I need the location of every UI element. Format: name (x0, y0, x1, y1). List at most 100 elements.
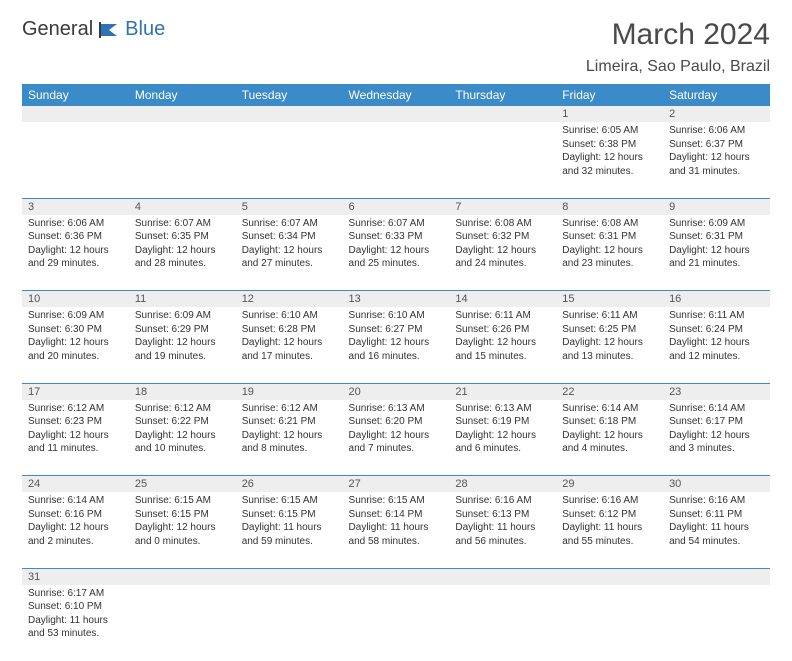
day-number: 14 (449, 291, 556, 307)
daynum-cell (236, 106, 343, 122)
daynum-cell: 18 (129, 383, 236, 400)
day-details: Sunrise: 6:10 AMSunset: 6:27 PMDaylight:… (343, 307, 450, 367)
sunset-text: Sunset: 6:26 PM (455, 323, 550, 337)
header: General Blue March 2024 Limeira, Sao Pau… (22, 18, 770, 76)
daylight-text: and 25 minutes. (349, 257, 444, 271)
day-number: 18 (129, 384, 236, 400)
day-cell: Sunrise: 6:12 AMSunset: 6:21 PMDaylight:… (236, 400, 343, 476)
day-details: Sunrise: 6:15 AMSunset: 6:14 PMDaylight:… (343, 492, 450, 552)
day-details: Sunrise: 6:09 AMSunset: 6:30 PMDaylight:… (22, 307, 129, 367)
week-row: Sunrise: 6:05 AMSunset: 6:38 PMDaylight:… (22, 122, 770, 198)
day-details: Sunrise: 6:16 AMSunset: 6:13 PMDaylight:… (449, 492, 556, 552)
logo-text-1: General (22, 18, 93, 41)
daylight-text: and 13 minutes. (562, 350, 657, 364)
day-details: Sunrise: 6:09 AMSunset: 6:31 PMDaylight:… (663, 215, 770, 275)
sunrise-text: Sunrise: 6:06 AM (28, 217, 123, 231)
daylight-text: and 10 minutes. (135, 442, 230, 456)
day-cell: Sunrise: 6:13 AMSunset: 6:20 PMDaylight:… (343, 400, 450, 476)
day-number: 25 (129, 476, 236, 492)
daylight-text: Daylight: 12 hours (669, 336, 764, 350)
daylight-text: and 12 minutes. (669, 350, 764, 364)
daylight-text: Daylight: 12 hours (669, 429, 764, 443)
daylight-text: Daylight: 11 hours (349, 521, 444, 535)
sunrise-text: Sunrise: 6:07 AM (349, 217, 444, 231)
day-cell: Sunrise: 6:16 AMSunset: 6:13 PMDaylight:… (449, 492, 556, 568)
day-details: Sunrise: 6:15 AMSunset: 6:15 PMDaylight:… (236, 492, 343, 552)
day-cell: Sunrise: 6:09 AMSunset: 6:29 PMDaylight:… (129, 307, 236, 383)
day-cell: Sunrise: 6:17 AMSunset: 6:10 PMDaylight:… (22, 585, 129, 661)
day-cell: Sunrise: 6:07 AMSunset: 6:35 PMDaylight:… (129, 215, 236, 291)
sunset-text: Sunset: 6:35 PM (135, 230, 230, 244)
day-number: 20 (343, 384, 450, 400)
sunset-text: Sunset: 6:12 PM (562, 508, 657, 522)
daylight-text: and 2 minutes. (28, 535, 123, 549)
daynum-cell: 4 (129, 198, 236, 215)
daylight-text: Daylight: 12 hours (562, 151, 657, 165)
day-cell: Sunrise: 6:12 AMSunset: 6:23 PMDaylight:… (22, 400, 129, 476)
day-number: 29 (556, 476, 663, 492)
sunrise-text: Sunrise: 6:09 AM (135, 309, 230, 323)
day-number: 23 (663, 384, 770, 400)
day-number: 28 (449, 476, 556, 492)
sunrise-text: Sunrise: 6:13 AM (349, 402, 444, 416)
daynum-cell: 12 (236, 291, 343, 308)
daylight-text: and 0 minutes. (135, 535, 230, 549)
sunrise-text: Sunrise: 6:11 AM (455, 309, 550, 323)
daynum-cell: 24 (22, 476, 129, 493)
sunrise-text: Sunrise: 6:16 AM (669, 494, 764, 508)
day-number: 15 (556, 291, 663, 307)
day-number: 1 (556, 106, 663, 122)
daynum-row: 3456789 (22, 198, 770, 215)
day-details: Sunrise: 6:11 AMSunset: 6:24 PMDaylight:… (663, 307, 770, 367)
day-number: 5 (236, 199, 343, 215)
daynum-cell (556, 568, 663, 585)
day-cell: Sunrise: 6:08 AMSunset: 6:32 PMDaylight:… (449, 215, 556, 291)
sunrise-text: Sunrise: 6:10 AM (349, 309, 444, 323)
daynum-cell: 15 (556, 291, 663, 308)
day-details: Sunrise: 6:12 AMSunset: 6:21 PMDaylight:… (236, 400, 343, 460)
sunrise-text: Sunrise: 6:15 AM (135, 494, 230, 508)
day-number: 17 (22, 384, 129, 400)
daylight-text: and 55 minutes. (562, 535, 657, 549)
day-cell: Sunrise: 6:11 AMSunset: 6:25 PMDaylight:… (556, 307, 663, 383)
daynum-cell (663, 568, 770, 585)
daylight-text: Daylight: 11 hours (455, 521, 550, 535)
daylight-text: Daylight: 12 hours (28, 336, 123, 350)
daynum-cell: 23 (663, 383, 770, 400)
day-cell: Sunrise: 6:09 AMSunset: 6:30 PMDaylight:… (22, 307, 129, 383)
daynum-cell (129, 106, 236, 122)
sunset-text: Sunset: 6:33 PM (349, 230, 444, 244)
daynum-cell: 19 (236, 383, 343, 400)
daynum-cell: 21 (449, 383, 556, 400)
daynum-row: 31 (22, 568, 770, 585)
daynum-cell: 16 (663, 291, 770, 308)
day-details: Sunrise: 6:13 AMSunset: 6:20 PMDaylight:… (343, 400, 450, 460)
weekday-header: Sunday (22, 84, 129, 106)
sunset-text: Sunset: 6:11 PM (669, 508, 764, 522)
daynum-cell: 20 (343, 383, 450, 400)
daylight-text: and 54 minutes. (669, 535, 764, 549)
calendar-body: 12 Sunrise: 6:05 AMSunset: 6:38 PMDayligh… (22, 106, 770, 661)
day-details: Sunrise: 6:09 AMSunset: 6:29 PMDaylight:… (129, 307, 236, 367)
day-cell: Sunrise: 6:14 AMSunset: 6:17 PMDaylight:… (663, 400, 770, 476)
daynum-cell (22, 106, 129, 122)
day-cell (129, 585, 236, 661)
daylight-text: and 21 minutes. (669, 257, 764, 271)
logo-text-2: Blue (125, 18, 165, 41)
day-cell (556, 585, 663, 661)
sunrise-text: Sunrise: 6:14 AM (669, 402, 764, 416)
daylight-text: Daylight: 11 hours (242, 521, 337, 535)
day-cell: Sunrise: 6:14 AMSunset: 6:16 PMDaylight:… (22, 492, 129, 568)
daylight-text: and 58 minutes. (349, 535, 444, 549)
week-row: Sunrise: 6:12 AMSunset: 6:23 PMDaylight:… (22, 400, 770, 476)
daylight-text: Daylight: 12 hours (135, 521, 230, 535)
day-number: 19 (236, 384, 343, 400)
day-details: Sunrise: 6:11 AMSunset: 6:26 PMDaylight:… (449, 307, 556, 367)
day-cell (663, 585, 770, 661)
sunset-text: Sunset: 6:29 PM (135, 323, 230, 337)
daynum-cell: 14 (449, 291, 556, 308)
daylight-text: Daylight: 12 hours (562, 336, 657, 350)
sunset-text: Sunset: 6:38 PM (562, 138, 657, 152)
daylight-text: and 59 minutes. (242, 535, 337, 549)
day-cell (343, 122, 450, 198)
